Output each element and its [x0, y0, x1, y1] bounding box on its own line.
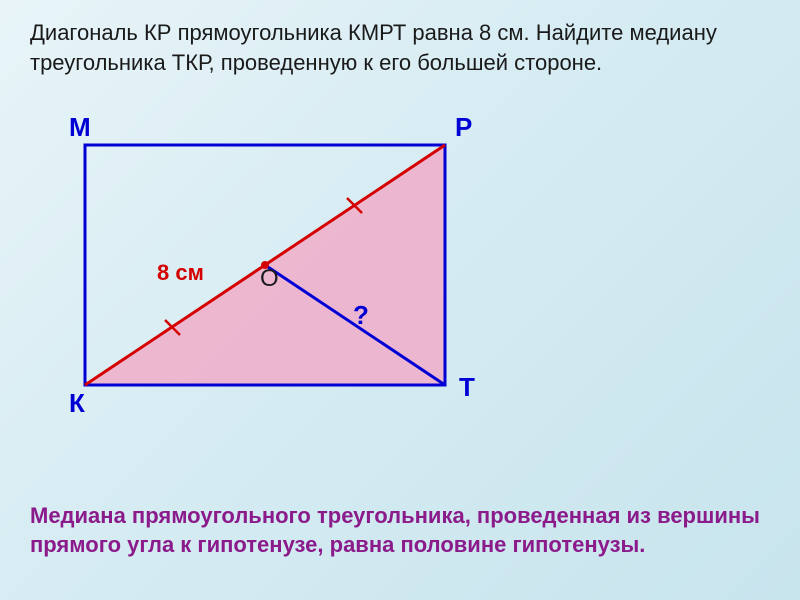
unknown-median-label: ? [353, 300, 369, 331]
vertex-k: К [69, 388, 85, 419]
vertex-t: Т [459, 372, 475, 403]
diagonal-length-label: 8 см [157, 260, 204, 286]
vertex-m: М [69, 112, 91, 143]
center-label-o: О [260, 265, 279, 293]
problem-statement: Диагональ КР прямоугольника КМРТ равна 8… [30, 18, 770, 77]
geometry-diagram: М Р К Т О 8 см ? [65, 120, 485, 430]
vertex-p: Р [455, 112, 472, 143]
theorem-statement: Медиана прямоугольного треугольника, про… [30, 501, 770, 560]
